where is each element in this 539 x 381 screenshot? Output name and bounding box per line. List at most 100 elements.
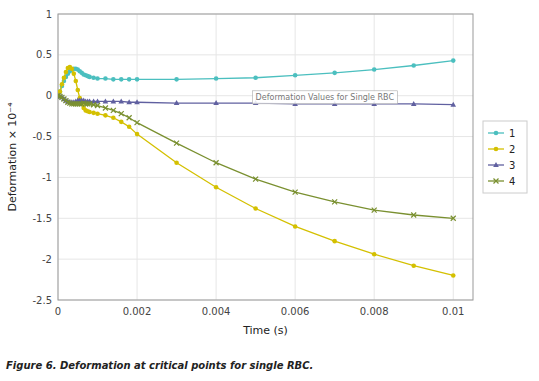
point (75, 88, 80, 93)
point (87, 110, 92, 115)
x-tick-label: 0 (55, 306, 61, 317)
legend-label: 3 (509, 160, 515, 171)
point (103, 98, 109, 103)
series (58, 65, 456, 278)
y-tick-label: 0 (46, 90, 52, 101)
y-tick-label: -2 (42, 254, 52, 265)
point (111, 108, 116, 113)
point (451, 58, 456, 63)
point (332, 71, 337, 76)
annotation-text: Deformation Values for Single RBC (256, 93, 395, 102)
point (293, 190, 298, 195)
legend-label: 4 (509, 176, 515, 187)
legend-marker (493, 162, 499, 167)
point (451, 273, 456, 278)
y-tick-label: 0.5 (36, 49, 52, 60)
point (103, 76, 108, 81)
point (64, 70, 69, 75)
legend-label: 2 (509, 144, 515, 155)
y-tick-label: -2.5 (32, 295, 52, 306)
series-line (58, 67, 453, 275)
point (214, 76, 219, 81)
point (119, 120, 124, 125)
chart: -2.5-2-1.5-1-0.500.5100.0020.0040.0060.0… (0, 0, 539, 381)
point (213, 100, 219, 105)
series-line (58, 61, 453, 96)
point (293, 73, 298, 78)
series-group (58, 58, 456, 278)
point (72, 71, 77, 76)
annotation-box (253, 91, 398, 104)
x-tick-label: 0.004 (202, 306, 231, 317)
legend-marker (494, 147, 499, 152)
point (214, 160, 219, 165)
point (135, 120, 140, 125)
x-tick-label: 0.002 (123, 306, 152, 317)
point (73, 79, 78, 84)
series (58, 93, 456, 221)
annotation: Deformation Values for Single RBC (253, 91, 398, 104)
x-tick-label: 0.008 (360, 306, 389, 317)
point (293, 224, 298, 229)
series-line (58, 96, 453, 219)
y-tick-label: -1.5 (32, 213, 52, 224)
x-tick-label: 0.01 (442, 306, 464, 317)
point (126, 99, 132, 104)
point (411, 263, 416, 268)
point (332, 199, 337, 204)
point (60, 82, 65, 87)
point (111, 98, 117, 103)
point (95, 111, 100, 116)
grid-line-x (137, 14, 138, 300)
grid-line-x (216, 14, 217, 300)
point (214, 185, 219, 190)
legend-marker (494, 131, 499, 136)
point (127, 77, 132, 82)
point (134, 99, 140, 104)
x-axis-label: Time (s) (242, 324, 288, 337)
point (70, 66, 75, 71)
point (411, 63, 416, 68)
legend-marker (494, 179, 499, 184)
point (91, 75, 96, 80)
point (103, 105, 108, 110)
point (87, 75, 92, 80)
point (451, 216, 456, 221)
legend-box (483, 121, 527, 193)
point (372, 67, 377, 72)
grid-line-y (58, 259, 473, 260)
point (372, 252, 377, 257)
point (62, 75, 67, 80)
point (118, 98, 124, 103)
grid-line-x (295, 14, 296, 300)
plot-frame (58, 14, 473, 300)
y-tick-label: 1 (46, 9, 52, 20)
point (253, 75, 258, 80)
point (253, 177, 258, 182)
point (450, 102, 456, 107)
point (332, 239, 337, 244)
point (127, 124, 132, 129)
point (119, 111, 124, 116)
point (103, 113, 108, 118)
point (111, 115, 116, 120)
point (135, 132, 140, 137)
point (111, 77, 116, 82)
grid-line-y (58, 218, 473, 219)
point (95, 76, 100, 81)
point (174, 100, 180, 105)
y-axis-label: Deformation × 10⁻⁴ (6, 102, 19, 212)
y-tick-label: -0.5 (32, 131, 52, 142)
grid-line-y (58, 54, 473, 55)
point (135, 77, 140, 82)
point (119, 77, 124, 82)
point (411, 213, 416, 218)
point (127, 115, 132, 120)
point (372, 208, 377, 213)
legend: 1234 (483, 121, 527, 193)
point (174, 77, 179, 82)
point (174, 160, 179, 165)
point (95, 103, 100, 108)
point (174, 141, 179, 146)
point (91, 111, 96, 116)
